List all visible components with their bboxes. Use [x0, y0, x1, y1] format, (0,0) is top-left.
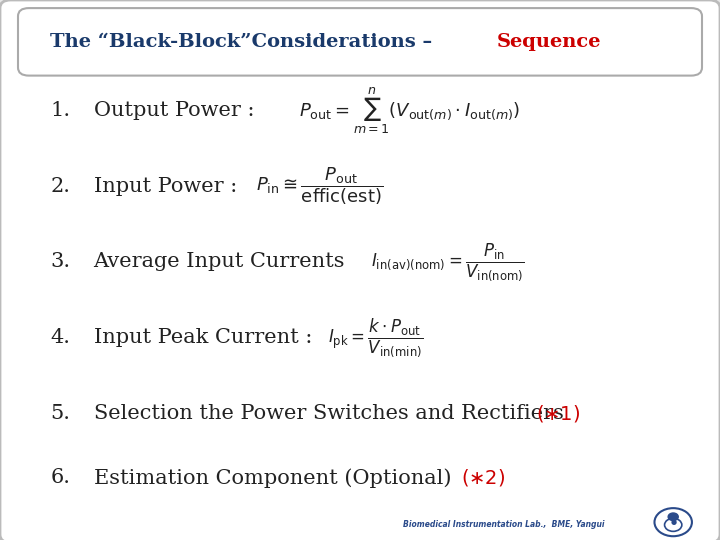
Text: 4.: 4. [50, 328, 71, 347]
Text: The “Black-Block”Considerations –: The “Black-Block”Considerations – [50, 32, 439, 51]
Text: Biomedical Instrumentation Lab.,  BME, Yangui: Biomedical Instrumentation Lab., BME, Ya… [403, 521, 605, 529]
Text: Selection the Power Switches and Rectifiers: Selection the Power Switches and Rectifi… [94, 403, 564, 423]
Text: Sequence: Sequence [497, 32, 601, 51]
Text: $I_{\mathrm{in(av)(nom)}} = \dfrac{P_{\mathrm{in}}}{V_{\mathrm{in(nom)}}}$: $I_{\mathrm{in(av)(nom)}} = \dfrac{P_{\m… [371, 241, 525, 283]
Text: $(\ast 2)$: $(\ast 2)$ [461, 468, 505, 488]
Text: $P_{\mathrm{in}} \cong \dfrac{P_{\mathrm{out}}}{\mathrm{effic(est)}}$: $P_{\mathrm{in}} \cong \dfrac{P_{\mathrm… [256, 165, 383, 207]
Circle shape [668, 513, 678, 521]
FancyBboxPatch shape [18, 8, 702, 76]
Text: Average Input Currents: Average Input Currents [94, 252, 345, 272]
Text: 3.: 3. [50, 252, 71, 272]
Text: ●: ● [670, 519, 676, 525]
Text: 1.: 1. [50, 101, 71, 120]
Text: Estimation Component (Optional): Estimation Component (Optional) [94, 468, 451, 488]
Text: $(\ast 1)$: $(\ast 1)$ [536, 403, 581, 423]
Text: $I_{\mathrm{pk}} = \dfrac{k \cdot P_{\mathrm{out}}}{V_{\mathrm{in(min)}}}$: $I_{\mathrm{pk}} = \dfrac{k \cdot P_{\ma… [328, 316, 423, 359]
Text: Output Power :: Output Power : [94, 101, 254, 120]
Text: Input Power :: Input Power : [94, 177, 237, 196]
Text: $P_{\mathrm{out}} = \sum_{m=1}^{n}\left(V_{\mathrm{out}(m)} \cdot I_{\mathrm{out: $P_{\mathrm{out}} = \sum_{m=1}^{n}\left(… [299, 85, 520, 136]
Text: 5.: 5. [50, 403, 71, 423]
Text: Input Peak Current :: Input Peak Current : [94, 328, 312, 347]
Text: 2.: 2. [50, 177, 71, 196]
Text: 6.: 6. [50, 468, 71, 488]
